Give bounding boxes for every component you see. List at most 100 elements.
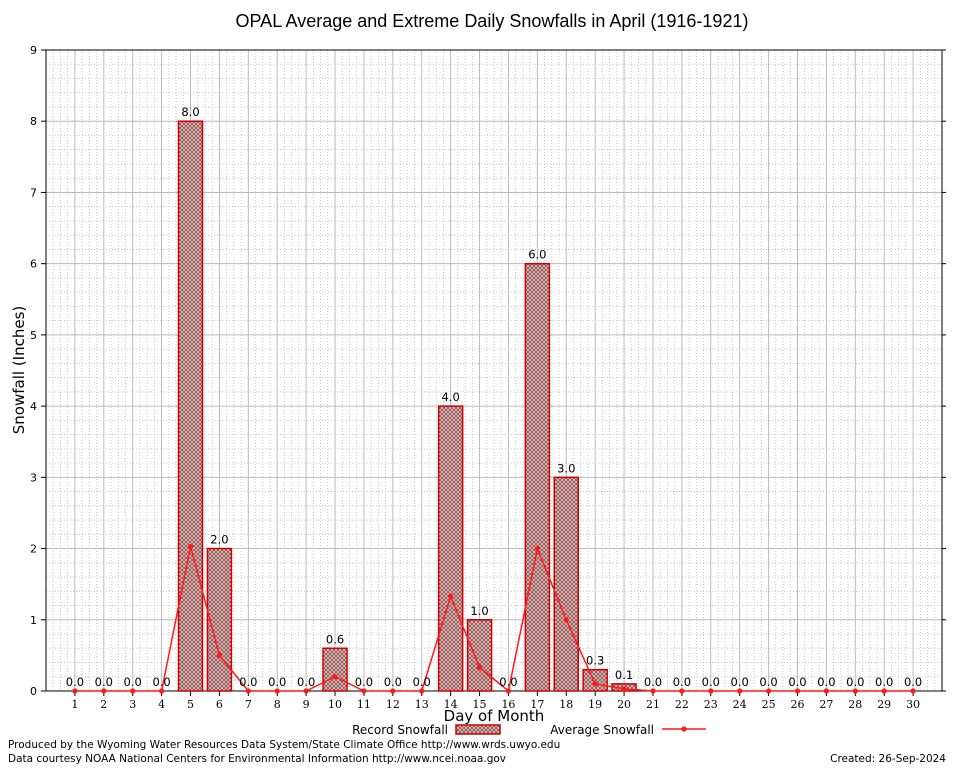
average-point	[794, 688, 801, 694]
bar-value-label: 0.0	[817, 675, 835, 689]
x-tick-label: 4	[158, 698, 165, 711]
x-tick-label: 13	[415, 698, 429, 711]
x-tick-label: 20	[617, 698, 631, 711]
bar-value-label: 0.0	[846, 675, 864, 689]
average-point	[419, 688, 425, 694]
bar-value-label: 0.3	[586, 654, 604, 668]
average-point	[881, 688, 887, 694]
legend-record-swatch	[455, 724, 501, 735]
y-axis-label: Snowfall (Inches)	[10, 306, 28, 434]
y-tick-label: 9	[30, 44, 37, 57]
average-point	[332, 674, 338, 680]
bar-value-label: 2.0	[210, 533, 228, 547]
x-tick-label: 24	[733, 698, 747, 711]
average-point	[650, 688, 656, 694]
bar-value-label: 0.6	[326, 632, 344, 646]
x-tick-label: 15	[473, 698, 487, 711]
legend: Record Snowfall Average Snowfall	[352, 723, 706, 737]
chart-title: OPAL Average and Extreme Daily Snowfalls…	[236, 11, 749, 31]
record-bar	[437, 405, 464, 692]
x-tick-label: 11	[357, 698, 371, 711]
average-point	[621, 686, 627, 692]
y-tick-label: 8	[30, 115, 37, 128]
x-tick-label: 26	[790, 698, 804, 711]
average-point	[534, 545, 540, 552]
average-line	[72, 543, 916, 694]
average-point	[505, 688, 512, 694]
bar-value-label: 6.0	[528, 248, 546, 262]
average-point	[130, 688, 136, 694]
bar-value-label: 0.0	[152, 675, 170, 689]
footer-created-date: Created: 26-Sep-2024	[830, 753, 946, 765]
y-tick-label: 2	[30, 543, 37, 556]
bar-value-label: 8.0	[181, 105, 199, 119]
x-axis-label: Day of Month	[444, 707, 545, 725]
x-tick-label: 9	[303, 698, 310, 711]
record-bar	[206, 547, 233, 692]
record-bar	[582, 668, 608, 692]
x-tick-label: 8	[274, 698, 281, 711]
x-tick-label: 7	[245, 698, 252, 711]
bar-value-label: 0.0	[788, 675, 806, 689]
x-tick-label: 10	[328, 698, 342, 711]
x-tick-label: 18	[559, 698, 573, 711]
x-tick-label: 27	[819, 698, 833, 711]
bar-value-label: 3.0	[557, 461, 575, 475]
average-point	[708, 688, 714, 694]
x-tick-label: 2	[100, 698, 107, 711]
bar-value-label: 0.0	[355, 675, 373, 689]
bar-value-label: 0.0	[66, 675, 84, 689]
bar-value-label: 0.0	[499, 675, 517, 689]
footer-data-courtesy: Data courtesy NOAA National Centers for …	[8, 753, 507, 765]
record-bar	[553, 476, 580, 692]
bar-value-label: 1.0	[470, 604, 488, 618]
x-tick-label: 25	[762, 698, 776, 711]
record-bar	[524, 262, 551, 692]
bar-value-label: 0.0	[731, 675, 749, 689]
average-point	[852, 688, 858, 694]
bar-value-label: 0.0	[297, 675, 315, 689]
average-point	[101, 688, 107, 694]
bar-value-label: 0.0	[124, 675, 142, 689]
x-tick-label: 3	[129, 698, 136, 711]
average-point	[187, 543, 194, 550]
bar-value-label: 0.0	[702, 675, 720, 689]
bar-value-label: 0.0	[95, 675, 113, 689]
average-point	[737, 688, 743, 694]
footer-produced-by: Produced by the Wyoming Water Resources …	[8, 739, 561, 751]
bar-value-label: 0.0	[904, 675, 922, 689]
average-point	[303, 688, 309, 694]
y-tick-label: 4	[30, 400, 37, 413]
bar-value-label: 0.0	[239, 675, 257, 689]
record-bar	[322, 647, 348, 692]
bar-value-label: 0.0	[673, 675, 691, 689]
bar-value-label: 0.0	[759, 675, 777, 689]
average-point	[72, 688, 78, 694]
bar-value-label: 0.1	[615, 668, 633, 682]
x-tick-label: 5	[187, 698, 194, 711]
legend-average-marker	[681, 726, 687, 732]
average-point	[390, 688, 396, 694]
average-point	[476, 664, 483, 671]
x-tick-label: 14	[444, 698, 458, 711]
average-point	[679, 688, 685, 694]
bar-labels: 0.0 0.0 0.0 0.0 8.0 2.0 0.0 0.0 0.0 0.6 0.0 0.0 0.0 4…	[66, 105, 922, 689]
x-tick-label: 17	[530, 698, 544, 711]
x-tick-label: 23	[704, 698, 718, 711]
bar-value-label: 0.0	[384, 675, 402, 689]
x-tick-label: 1	[71, 698, 78, 711]
x-tick-label: 19	[588, 698, 602, 711]
average-point	[159, 688, 165, 694]
average-point	[361, 688, 367, 694]
y-tick-label: 6	[30, 258, 37, 271]
x-tick-label: 22	[675, 698, 689, 711]
x-tick-label: 30	[906, 698, 920, 711]
bar-value-label: 0.0	[413, 675, 431, 689]
bar-value-label: 4.0	[441, 390, 459, 404]
bar-value-label: 0.0	[644, 675, 662, 689]
average-point	[274, 688, 280, 694]
bar-value-label: 0.0	[875, 675, 893, 689]
y-tick-label: 3	[30, 471, 37, 484]
